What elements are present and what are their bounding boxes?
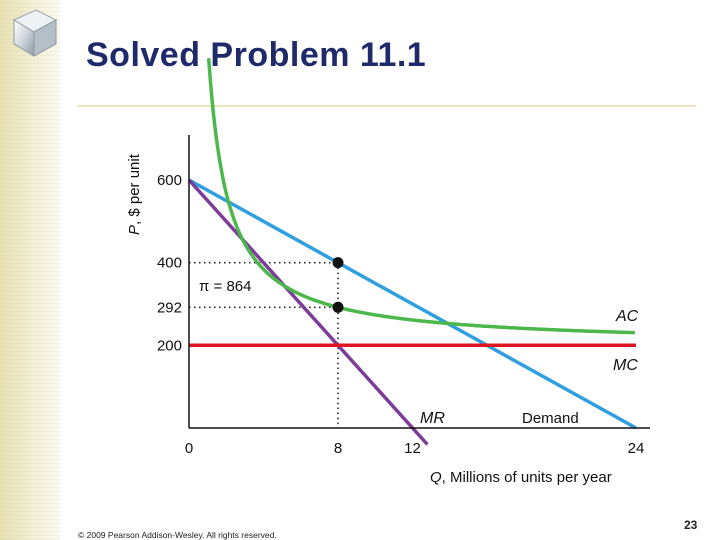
x-tick-label-3: 24 (628, 440, 645, 457)
mr-label: MR (420, 410, 445, 427)
slide-title: Solved Problem 11.1 (86, 36, 427, 74)
y-tick-label-1: 400 (157, 255, 182, 272)
x-tick-label-2: 12 (404, 440, 421, 457)
y-tick-label-3: 200 (157, 337, 182, 354)
x-axis-label-text: , Millions of units per year (442, 469, 612, 486)
x-axis-label: Q, Millions of units per year (430, 469, 612, 486)
mr-curve (187, 178, 429, 446)
ac-label: AC (615, 308, 639, 325)
copyright-footer: © 2009 Pearson Addison-Wesley. All right… (78, 530, 277, 540)
plot-layer (187, 58, 637, 446)
x-tick-label-1: 8 (334, 440, 342, 457)
y-tick-labels: 600 400 292 200 (157, 172, 182, 354)
mc-label: MC (613, 357, 638, 374)
side-strip-texture (0, 0, 60, 540)
y-axis-label-text: , $ per unit (126, 153, 143, 225)
ac-curve (206, 58, 635, 335)
demand-label: Demand (522, 410, 579, 427)
glass-cube-logo (12, 9, 58, 57)
y-axis-label-symbol: P (126, 225, 143, 235)
title-divider (78, 105, 696, 107)
equilibrium-point-0 (332, 257, 344, 269)
y-tick-label-0: 600 (157, 172, 182, 189)
x-axis-label-symbol: Q (430, 469, 442, 486)
page-number: 23 (684, 518, 698, 532)
y-axis-label: P, $ per unit (126, 153, 143, 235)
demand-curve (188, 178, 637, 430)
curve-labels: AC MC MR Demand π = 864 (199, 278, 639, 427)
x-tick-labels: 0 8 12 24 (185, 440, 645, 457)
y-tick-label-2: 292 (157, 299, 182, 316)
x-tick-label-0: 0 (185, 440, 193, 457)
profit-annotation: π = 864 (199, 278, 251, 295)
decorative-side-strip (0, 0, 60, 540)
equilibrium-point-1 (332, 301, 344, 313)
